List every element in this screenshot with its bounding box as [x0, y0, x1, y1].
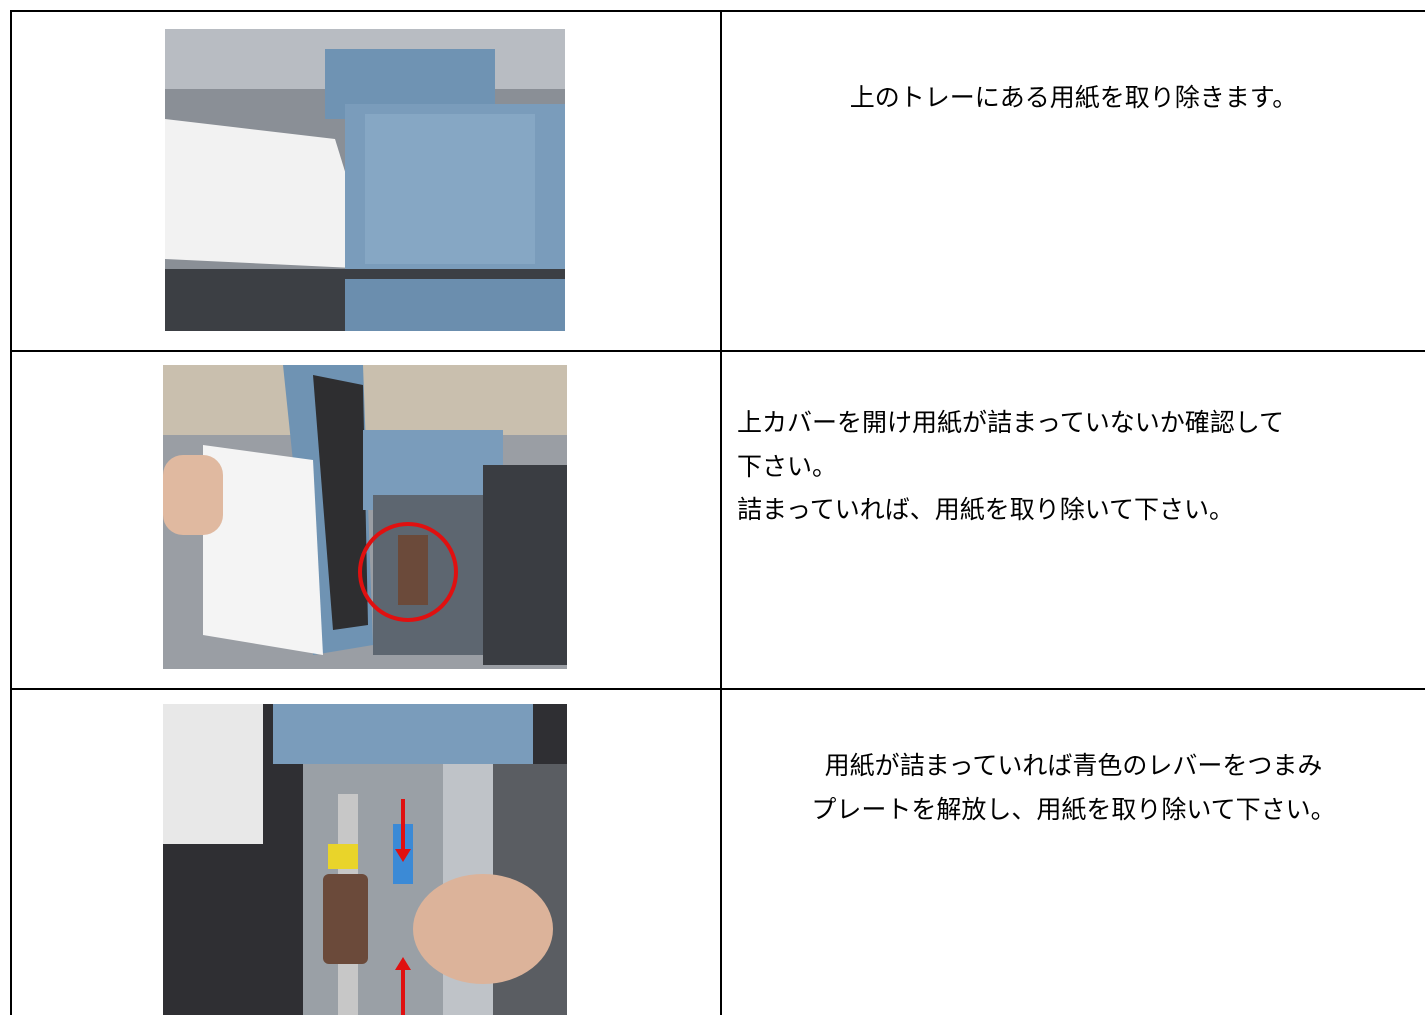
photo — [163, 365, 567, 669]
table-border — [10, 10, 1425, 12]
row-text: 上カバーを開け用紙が詰まっていないか確認して — [737, 408, 1285, 437]
row-text: 用紙が詰まっていれば青色のレバーをつまみ — [824, 751, 1323, 780]
row-text: 上のトレーにある用紙を取り除きます。 — [849, 83, 1298, 112]
photo — [163, 704, 567, 1015]
row-text: プレートを解放し、用紙を取り除いて下さい。 — [811, 795, 1336, 824]
row-text: 下さい。 — [737, 452, 838, 481]
table-border — [10, 350, 1425, 352]
table-border — [10, 688, 1425, 690]
table-border — [10, 10, 12, 1015]
table-border — [720, 10, 722, 1015]
row-text: 詰まっていれば、用紙を取り除いて下さい。 — [737, 495, 1235, 524]
photo — [165, 29, 565, 331]
